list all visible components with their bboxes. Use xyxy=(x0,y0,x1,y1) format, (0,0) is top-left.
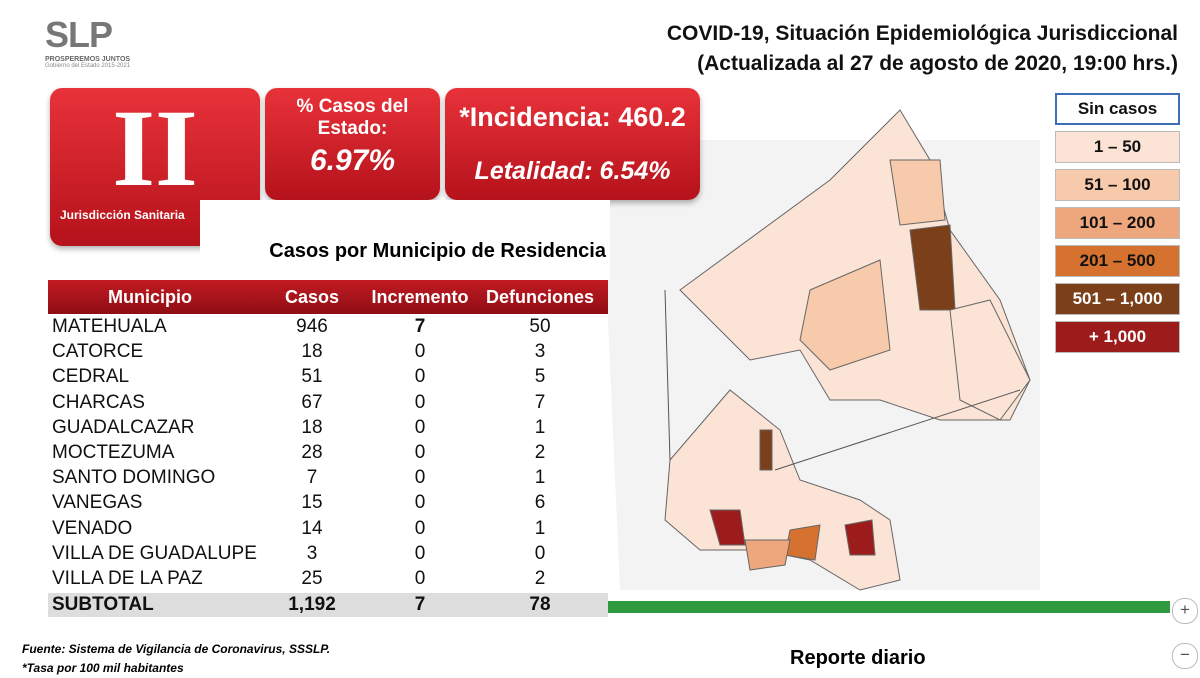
table-cell: 1 xyxy=(534,416,546,438)
share-value: 6.97% xyxy=(309,144,396,177)
header-title: COVID-19, Situación Epidemiológica Juris… xyxy=(666,22,1178,45)
table-cell: 25 xyxy=(301,568,323,589)
table-cell: 946 xyxy=(296,316,328,337)
table-cell: 2 xyxy=(534,568,546,589)
logo-name: SLP xyxy=(45,14,113,55)
report-label: Reporte diario xyxy=(790,647,926,669)
table-cell: 28 xyxy=(301,442,323,463)
table-cell: 0 xyxy=(414,467,426,489)
table-cell: CEDRAL xyxy=(52,366,130,388)
table-cell: 0 xyxy=(414,391,426,413)
badge-label: Jurisdicción Sanitaria xyxy=(60,208,185,222)
table-cell: 2 xyxy=(534,442,546,463)
footer-source: Fuente: Sistema de Vigilancia de Coronav… xyxy=(22,642,331,656)
table-cell: 0 xyxy=(414,341,426,363)
table-cell: 6 xyxy=(534,492,546,514)
rates-card: *Incidencia: 460.2 Letalidad: 6.54% xyxy=(445,88,700,200)
table-cell: 0 xyxy=(414,416,426,438)
logo: SLP PROSPEREMOS JUNTOS Gobierno del Esta… xyxy=(45,14,155,79)
subtotal-cell: 78 xyxy=(529,594,551,615)
header-updated: (Actualizada al 27 de agosto de 2020, 19… xyxy=(697,52,1178,75)
badge-numeral: II xyxy=(112,87,198,209)
table-cell: 15 xyxy=(301,492,323,514)
legend-item: 101 – 200 xyxy=(1055,207,1180,239)
table-cell: GUADALCAZAR xyxy=(52,416,195,438)
footer-note: *Tasa por 100 mil habitantes xyxy=(22,661,184,675)
lethality: Letalidad: 6.54% xyxy=(474,157,671,185)
table-cell: VENADO xyxy=(52,517,133,539)
table-cell: 51 xyxy=(301,366,323,388)
table-cell: 67 xyxy=(301,391,323,413)
table-cell: VILLA DE LA PAZ xyxy=(52,568,203,589)
table-cell: 0 xyxy=(414,568,426,589)
table-title-box: Casos por Municipio de Residencia xyxy=(200,200,610,280)
legend-item: + 1,000 xyxy=(1055,321,1180,353)
subtotal-cell: 7 xyxy=(414,594,426,615)
table-cell: SANTO DOMINGO xyxy=(52,467,216,489)
column-header: Casos xyxy=(284,287,340,307)
table-cell: 0 xyxy=(414,492,426,514)
table-cell: CATORCE xyxy=(52,341,144,363)
zoom-in[interactable]: + xyxy=(1172,598,1198,624)
legend-item: 501 – 1,000 xyxy=(1055,283,1180,315)
column-header: Municipio xyxy=(108,287,192,307)
table-cell: 7 xyxy=(306,467,318,489)
table-cell: 1 xyxy=(534,517,546,539)
table-header-band xyxy=(48,280,608,314)
subtotal-cell: 1,192 xyxy=(288,594,336,615)
table-cell: 7 xyxy=(414,316,426,337)
incidence: *Incidencia: 460.2 xyxy=(459,102,686,132)
legend-item: 51 – 100 xyxy=(1055,169,1180,201)
table-cell: 50 xyxy=(529,316,551,337)
table-cell: CHARCAS xyxy=(52,391,145,413)
table-cell: 1 xyxy=(534,467,546,489)
legend-item: 201 – 500 xyxy=(1055,245,1180,277)
table-cell: 18 xyxy=(301,416,323,438)
logo-subtitle: Gobierno del Estado 2015-2021 xyxy=(45,63,131,69)
logo-tagline: PROSPEREMOS JUNTOS xyxy=(45,56,131,63)
table-cell: 0 xyxy=(414,366,426,388)
table-title: Casos por Municipio de Residencia xyxy=(269,240,606,262)
table-cell: 3 xyxy=(534,341,546,363)
table-cell: VILLA DE GUADALUPE xyxy=(52,542,257,564)
table-cell: 0 xyxy=(414,542,426,564)
table-cell: 14 xyxy=(301,517,323,539)
table-cell: 18 xyxy=(301,341,323,363)
table-cell: 0 xyxy=(534,542,546,564)
zoom-out[interactable]: − xyxy=(1172,643,1198,669)
table: Municipio Casos Incremento Defunciones MATEH… xyxy=(48,280,608,617)
table-cell: 7 xyxy=(534,391,546,413)
table-cell: MATEHUALA xyxy=(52,316,167,337)
table-cell: 0 xyxy=(414,517,426,539)
table-cell: 3 xyxy=(306,542,318,564)
share-card: % Casos del Estado: 6.97% xyxy=(265,88,440,200)
subtotal-cell: SUBTOTAL xyxy=(52,594,154,615)
table-cell: VANEGAS xyxy=(52,492,143,514)
table-cell: 0 xyxy=(414,442,426,463)
legend-item: 1 – 50 xyxy=(1055,131,1180,163)
column-header: Incremento xyxy=(371,287,469,307)
share-label: % Casos del Estado: xyxy=(296,96,409,139)
progress-bar xyxy=(608,601,1170,613)
table-cell: MOCTEZUMA xyxy=(52,442,175,463)
map xyxy=(664,109,1031,591)
column-header: Defunciones xyxy=(485,287,595,307)
legend-item: Sin casos xyxy=(1055,93,1180,125)
table-cell: 5 xyxy=(534,366,546,388)
subtotal-band xyxy=(48,593,608,617)
